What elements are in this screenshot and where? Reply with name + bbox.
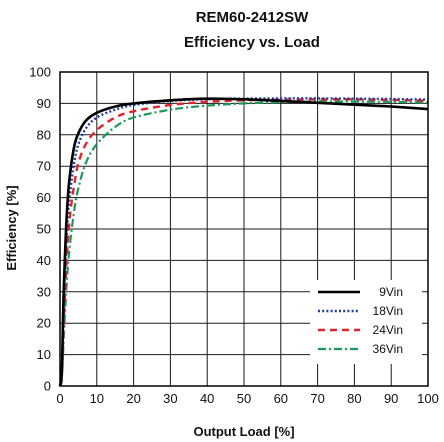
series-line-24vin [58, 98, 429, 387]
legend-label: 18Vin [373, 304, 403, 318]
tick-labels: 0 10 20 30 40 50 60 70 80 90 100 0 10 20 30 40 50 60 70 80 9… [29, 65, 439, 407]
chart-title: REM60-2412SW [196, 9, 309, 26]
y-tick-label: 80 [37, 127, 51, 142]
x-tick-label: 10 [90, 391, 104, 406]
y-tick-label: 40 [37, 253, 51, 268]
series-line-9vin [58, 97, 429, 387]
y-tick-label: 0 [44, 379, 51, 394]
series-line-36vin [58, 100, 429, 387]
y-tick-label: 60 [37, 190, 51, 205]
x-tick-label: 20 [126, 391, 140, 406]
chart-subtitle: Efficiency vs. Load [184, 34, 320, 51]
legend-label: 9Vin [379, 285, 403, 299]
y-axis-label: Efficiency [%] [4, 185, 19, 270]
series-lines [58, 97, 429, 387]
x-axis-label: Output Load [%] [193, 424, 294, 439]
x-tick-label: 60 [274, 391, 288, 406]
y-tick-label: 50 [37, 222, 51, 237]
x-tick-label: 50 [237, 391, 251, 406]
x-tick-label: 40 [200, 391, 214, 406]
legend-label: 36Vin [373, 342, 403, 356]
x-tick-label: 0 [56, 391, 63, 406]
y-tick-label: 20 [37, 316, 51, 331]
x-tick-label: 100 [417, 391, 439, 406]
x-tick-label: 30 [163, 391, 177, 406]
legend-label: 24Vin [373, 323, 403, 337]
x-tick-label: 80 [347, 391, 361, 406]
y-tick-label: 90 [37, 96, 51, 111]
y-tick-label: 100 [29, 65, 51, 80]
y-tick-label: 10 [37, 347, 51, 362]
x-tick-label: 90 [384, 391, 398, 406]
y-tick-label: 30 [37, 284, 51, 299]
legend-background [310, 280, 422, 364]
x-tick-label: 70 [310, 391, 324, 406]
legend: 9Vin 18Vin 24Vin 36Vin [310, 280, 422, 364]
plot-frame [59, 71, 429, 387]
y-tick-label: 70 [37, 159, 51, 174]
